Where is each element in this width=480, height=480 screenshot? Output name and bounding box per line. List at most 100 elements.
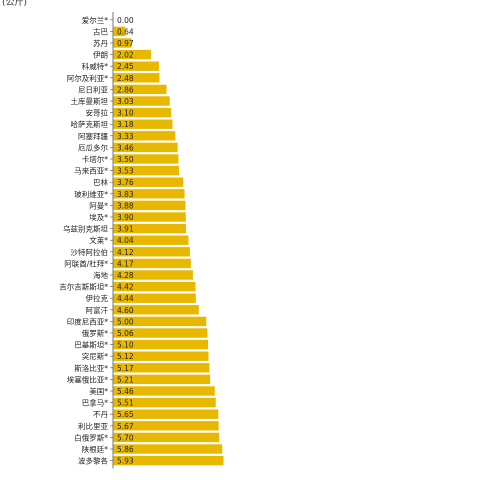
category-label: 苏丹 <box>93 38 108 48</box>
bar <box>113 409 219 419</box>
bar <box>113 270 193 280</box>
value-label: 4.17 <box>117 259 134 268</box>
category-label: 印度尼西亚* <box>67 316 108 326</box>
bar <box>113 316 207 327</box>
bar <box>113 165 179 176</box>
value-label: 2.45 <box>117 62 134 71</box>
category-label: 爱尔兰* <box>82 15 108 25</box>
value-label: 5.70 <box>117 433 134 442</box>
category-label: 土库曼斯坦 <box>71 96 109 106</box>
value-label: 5.86 <box>117 445 134 454</box>
value-label: 3.91 <box>117 225 134 234</box>
value-label: 5.00 <box>117 317 134 326</box>
category-label: 卡塔尔* <box>82 154 108 164</box>
value-label: 2.48 <box>117 74 134 83</box>
value-label: 5.51 <box>117 399 134 408</box>
category-label: 波多黎各 <box>78 456 108 466</box>
bar <box>113 73 160 83</box>
category-label: 阿联酋/杜拜* <box>64 258 108 268</box>
value-label: 5.93 <box>117 457 134 466</box>
bar <box>113 386 215 396</box>
category-label: 古巴 <box>93 26 108 36</box>
value-label: 3.33 <box>117 132 134 141</box>
value-label: 5.17 <box>117 364 134 373</box>
category-label: 阿富汗 <box>86 305 109 315</box>
category-label: 文莱* <box>89 235 108 245</box>
category-label: 阿尔及利亚* <box>67 73 108 83</box>
bar <box>113 305 199 315</box>
category-label: 海地 <box>93 270 108 280</box>
bar <box>113 131 176 141</box>
bar <box>113 432 220 443</box>
value-label: 5.06 <box>117 329 134 338</box>
value-label: 3.88 <box>117 201 134 210</box>
category-label: 白俄罗斯* <box>74 432 108 442</box>
bar <box>113 49 151 60</box>
category-label: 不丹 <box>93 410 108 419</box>
category-label: 利比里亚 <box>78 421 108 431</box>
value-label: 0.97 <box>117 39 134 48</box>
bar <box>113 235 189 245</box>
bar <box>113 281 196 292</box>
category-label: 沙特阿拉伯 <box>71 247 109 257</box>
value-label: 4.44 <box>117 294 134 303</box>
bar <box>113 142 178 153</box>
value-label: 0.00 <box>117 16 134 25</box>
value-label: 3.10 <box>117 109 134 118</box>
bar <box>113 177 184 187</box>
bar <box>113 38 132 48</box>
category-label: 马来西亚* <box>74 167 108 176</box>
bar <box>113 363 210 373</box>
bar <box>113 154 179 164</box>
bar <box>113 258 191 269</box>
value-label: 3.50 <box>117 155 134 164</box>
value-label: 5.12 <box>117 352 134 361</box>
category-label: 哈萨克斯坦 <box>71 119 109 129</box>
bar <box>113 84 167 95</box>
bar <box>113 421 219 431</box>
bar <box>113 119 173 129</box>
bar <box>113 223 187 234</box>
value-label: 3.83 <box>117 190 134 199</box>
value-label: 4.42 <box>117 283 134 292</box>
category-label: 伊拉克 <box>86 293 109 303</box>
category-label: 乌兹别克斯坦 <box>63 224 108 234</box>
bar <box>113 293 196 303</box>
value-label: 5.65 <box>117 410 134 419</box>
bar <box>113 444 223 454</box>
bar <box>113 328 208 338</box>
category-label: 科威特* <box>82 61 108 71</box>
value-label: 0.64 <box>117 27 134 36</box>
value-label: 4.28 <box>117 271 134 280</box>
value-label: 4.12 <box>117 248 134 257</box>
bar <box>113 374 211 385</box>
bar <box>113 351 209 361</box>
bar <box>113 107 172 118</box>
category-label: 陕根廷* <box>82 444 108 454</box>
category-label: 巴林 <box>93 177 108 187</box>
value-label: 2.86 <box>117 85 134 94</box>
bar <box>113 189 185 199</box>
category-label: 埃塞俄比亚* <box>67 374 108 384</box>
bar <box>113 96 170 106</box>
bar <box>113 61 159 71</box>
category-label: 巴拿马* <box>82 398 108 408</box>
category-label: 阿塞拜疆 <box>78 131 108 141</box>
bar <box>113 200 186 211</box>
category-label: 俄罗斯* <box>82 328 108 338</box>
value-label: 5.67 <box>117 422 134 431</box>
category-label: 阿曼* <box>89 201 108 210</box>
bar <box>113 455 224 466</box>
category-label: 安哥拉 <box>86 108 109 118</box>
unit-label: (公斤) <box>2 0 28 8</box>
value-label: 5.46 <box>117 387 134 396</box>
bar <box>113 247 190 257</box>
bar <box>113 397 216 408</box>
category-label: 伊朗 <box>93 50 108 60</box>
category-label: 吉尔吉斯斯坦* <box>59 282 108 292</box>
value-label: 5.10 <box>117 341 134 350</box>
category-label: 厄瓜多尔 <box>78 142 108 152</box>
category-label: 玻利维亚* <box>74 189 108 199</box>
value-label: 3.18 <box>117 120 134 129</box>
